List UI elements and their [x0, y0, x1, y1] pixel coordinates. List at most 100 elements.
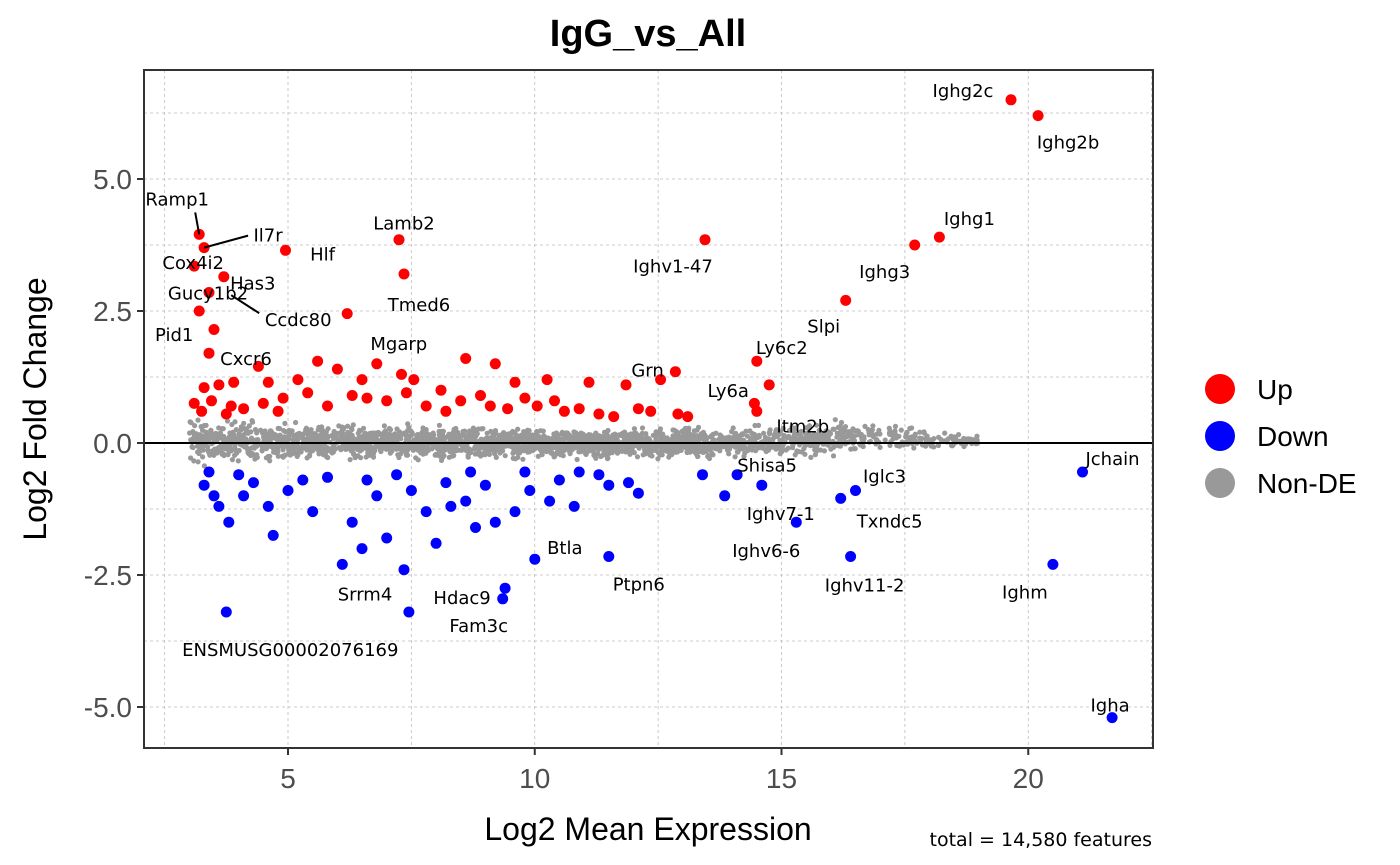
down-point	[430, 537, 442, 549]
up-point	[252, 360, 264, 372]
non-de-point	[405, 421, 411, 427]
down-point	[479, 479, 491, 491]
non-de-point	[281, 428, 287, 434]
non-de-point	[587, 433, 593, 440]
non-de-point	[886, 425, 892, 431]
non-de-point	[354, 446, 361, 452]
non-de-point	[423, 427, 429, 433]
non-de-point	[850, 426, 856, 432]
non-de-point	[767, 427, 773, 433]
non-de-point	[802, 451, 808, 457]
non-de-point	[778, 448, 784, 454]
non-de-point	[360, 425, 367, 431]
non-de-point	[563, 430, 569, 436]
non-de-point	[909, 425, 915, 431]
non-de-point	[260, 430, 266, 436]
non-de-point	[537, 435, 543, 441]
non-de-point	[607, 445, 613, 451]
non-de-point	[789, 424, 795, 431]
non-de-point	[190, 429, 196, 435]
non-de-point	[635, 443, 641, 449]
non-de-point	[195, 417, 201, 423]
up-point	[393, 234, 405, 246]
non-de-point	[559, 429, 565, 435]
non-de-point	[358, 455, 364, 461]
gene-label: Igha	[1091, 696, 1130, 717]
non-de-point	[351, 443, 357, 449]
non-de-point	[282, 436, 289, 443]
non-de-point	[220, 451, 227, 457]
non-de-point	[347, 457, 353, 463]
non-de-point	[406, 427, 412, 433]
non-de-point	[808, 454, 814, 460]
non-de-point	[786, 433, 792, 439]
non-de-point	[648, 443, 654, 449]
gene-label: Has3	[230, 274, 275, 295]
gene-label: Ramp1	[145, 189, 209, 210]
non-de-point	[198, 424, 204, 430]
non-de-point	[614, 450, 621, 456]
up-point	[475, 390, 486, 401]
non-de-point	[805, 430, 812, 436]
non-de-point	[235, 458, 241, 464]
x-tick-label: 5	[280, 763, 296, 794]
down-point	[233, 469, 245, 481]
non-de-point	[835, 424, 841, 430]
non-de-point	[792, 436, 798, 442]
non-de-point	[813, 422, 820, 428]
x-tick-label: 10	[519, 763, 550, 794]
legend-label-non-de: Non-DE	[1257, 468, 1357, 499]
non-de-point	[212, 433, 218, 439]
non-de-point	[505, 433, 511, 440]
non-de-point	[220, 426, 226, 432]
up-point	[655, 374, 667, 386]
non-de-point	[531, 435, 537, 441]
up-point	[203, 347, 215, 359]
non-de-point	[862, 423, 868, 429]
gene-label: Txndc5	[856, 511, 923, 532]
non-de-point	[755, 444, 761, 450]
gene-label: Ccdc80	[265, 310, 332, 331]
non-de-point	[830, 426, 836, 432]
non-de-point	[249, 450, 255, 456]
non-de-point	[751, 431, 758, 437]
down-point	[1077, 466, 1088, 478]
non-de-point	[277, 426, 283, 432]
non-de-point	[578, 432, 584, 438]
non-de-point	[321, 434, 327, 440]
non-de-point	[195, 459, 201, 465]
up-point	[302, 387, 314, 399]
gene-label: Ly6a	[707, 381, 749, 402]
non-de-point	[362, 435, 368, 441]
non-de-point	[197, 444, 203, 450]
non-de-point	[224, 418, 231, 424]
non-de-point	[470, 425, 476, 431]
non-de-point	[567, 451, 573, 457]
up-point	[280, 244, 291, 256]
up-point	[206, 395, 217, 407]
non-de-point	[761, 430, 767, 436]
down-point	[391, 469, 403, 481]
non-de-point	[202, 437, 208, 443]
non-de-point	[433, 452, 440, 458]
non-de-point	[449, 445, 455, 451]
non-de-point	[397, 432, 404, 439]
down-point	[248, 477, 259, 489]
up-point	[346, 390, 358, 401]
non-de-point	[923, 443, 929, 449]
y-tick-label: 5.0	[93, 164, 132, 195]
down-point	[593, 469, 605, 481]
non-de-point	[830, 453, 837, 459]
non-de-point	[329, 432, 335, 438]
up-point	[672, 408, 684, 420]
non-de-point	[318, 428, 325, 434]
non-de-point	[314, 434, 320, 440]
non-de-point	[904, 429, 910, 436]
non-de-point	[691, 428, 697, 434]
non-de-point	[592, 432, 599, 438]
non-de-point	[882, 437, 888, 443]
non-de-point	[190, 444, 196, 451]
up-point	[1032, 110, 1044, 122]
non-de-point	[812, 431, 818, 437]
non-de-point	[601, 429, 608, 435]
